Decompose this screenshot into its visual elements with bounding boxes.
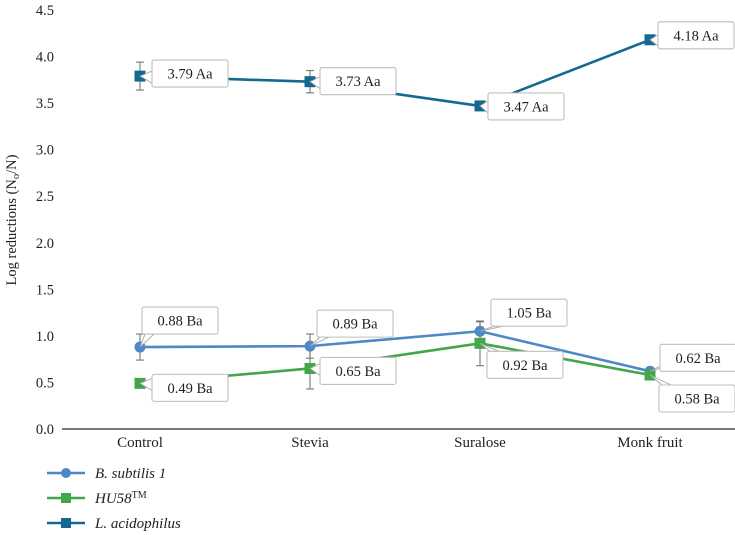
data-label-box	[316, 309, 394, 338]
data-label-box	[487, 92, 565, 121]
data-label-box	[658, 384, 735, 413]
data-label-box	[151, 373, 229, 402]
data-label-box	[490, 298, 568, 327]
legend-marker	[61, 493, 71, 503]
callout-leader	[139, 333, 156, 348]
data-label-box	[141, 306, 219, 335]
y-axis-title: Log reductions (No/N)	[4, 154, 22, 285]
x-axis-category-label: Stevia	[291, 435, 329, 451]
data-label-text: 4.18 Aa	[673, 28, 719, 44]
legend-item-label: B. subtilis 1	[95, 466, 166, 482]
data-label-box	[486, 350, 564, 379]
data-label-box	[659, 343, 735, 372]
data-label-text: 1.05 Ba	[506, 306, 552, 322]
data-label-text: 0.49 Ba	[167, 381, 213, 397]
data-label-text: 0.62 Ba	[675, 351, 721, 367]
data-label-text: 0.88 Ba	[157, 314, 203, 330]
y-axis-tick-label: 0.5	[36, 375, 54, 391]
y-axis-tick-label: 1.5	[36, 282, 54, 298]
legend-item-label: HU58TM	[94, 490, 147, 507]
legend-marker	[61, 468, 71, 478]
y-axis-tick-label: 2.0	[36, 236, 54, 252]
data-label-text: 3.79 Aa	[167, 67, 213, 83]
x-axis-category-label: Control	[117, 435, 163, 451]
y-axis-tick-label: 3.0	[36, 143, 54, 159]
legend-item-label: L. acidophilus	[94, 516, 181, 532]
data-label-box	[657, 21, 735, 50]
y-axis-tick-label: 0.0	[36, 422, 54, 438]
data-label-text: 0.58 Ba	[674, 391, 720, 407]
y-axis-tick-label: 2.5	[36, 189, 54, 205]
y-axis-tick-label: 3.5	[36, 96, 54, 112]
data-label-text: 3.47 Aa	[503, 99, 549, 115]
data-label-text: 3.73 Aa	[335, 74, 381, 90]
data-label-text: 0.92 Ba	[502, 358, 548, 374]
x-axis-category-label: Monk fruit	[617, 435, 683, 451]
y-axis-tick-label: 4.0	[36, 50, 54, 66]
data-label-box	[319, 356, 397, 386]
y-axis-tick-label: 1.0	[36, 329, 54, 345]
legend-marker	[61, 518, 71, 528]
series-line	[139, 329, 651, 373]
data-label-text: 0.89 Ba	[332, 317, 378, 333]
data-label-text: 0.65 Ba	[335, 364, 381, 380]
data-label-box	[319, 67, 397, 96]
y-axis-tick-label: 4.5	[36, 3, 54, 19]
x-axis-category-label: Suralose	[454, 435, 506, 451]
data-label-box	[151, 59, 229, 88]
